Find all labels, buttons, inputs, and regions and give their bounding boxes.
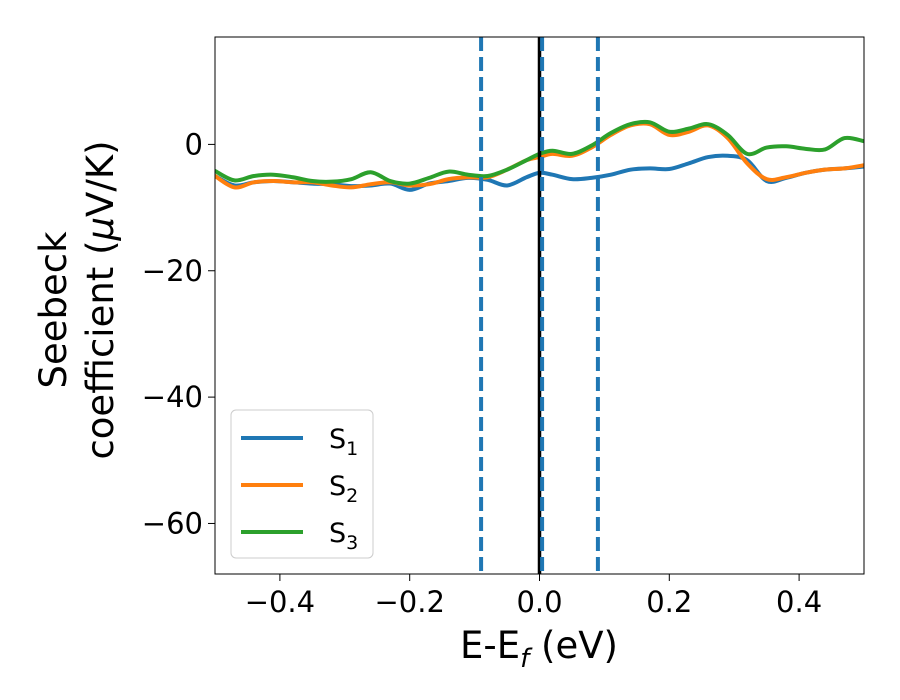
x-tick-label: 0.4 — [776, 585, 822, 619]
series-lines — [215, 37, 864, 574]
y-axis-label-mu: μ — [79, 217, 122, 242]
y-tick-label: −40 — [142, 380, 203, 414]
y-axis-label: Seebeck coefficient (μV/K) — [32, 140, 122, 459]
x-axis-ticks: −0.4 −0.2 0.0 0.2 0.4 — [245, 574, 822, 619]
x-tick-label: 0.2 — [646, 585, 692, 619]
y-axis-label-suffix: V/K) — [79, 140, 122, 216]
x-tick-label: −0.4 — [245, 585, 315, 619]
legend-label-2: S2 — [329, 471, 358, 507]
y-axis-ticks: −60 −40 −20 0 — [142, 127, 215, 540]
x-tick-label: 0.0 — [516, 585, 562, 619]
x-axis-label-suffix: (eV) — [529, 624, 618, 667]
legend-entries: S1 S2 S3 — [241, 424, 358, 554]
y-tick-label: 0 — [185, 127, 203, 161]
y-axis-label-line2: coefficient (μV/K) — [79, 140, 122, 459]
legend-label-3: S3 — [329, 518, 358, 554]
x-axis-label: E-Ef (eV) — [460, 624, 618, 674]
y-tick-label: −60 — [142, 506, 203, 540]
x-axis-label-main: E-E — [460, 624, 520, 667]
y-tick-label: −20 — [142, 254, 203, 288]
legend-label-1: S1 — [329, 424, 358, 460]
x-tick-label: −0.2 — [374, 585, 444, 619]
y-axis-label-line1: Seebeck — [32, 231, 75, 389]
legend: S1 S2 S3 — [230, 409, 374, 559]
y-axis-label-prefix: coefficient ( — [79, 240, 122, 459]
